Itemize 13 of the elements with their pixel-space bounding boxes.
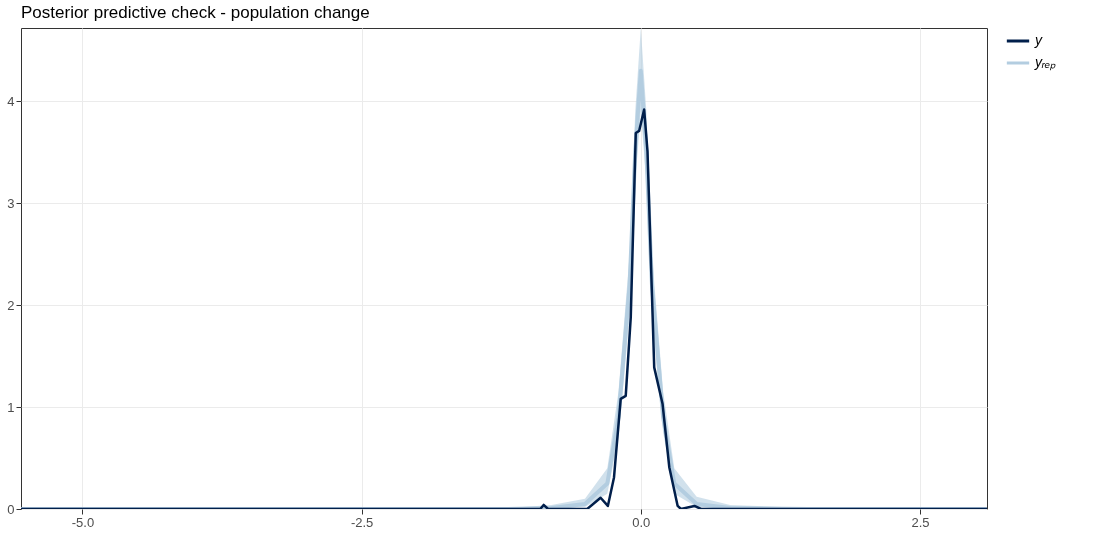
- legend-label: yᵣₑₚ: [1034, 54, 1057, 71]
- chart-title: Posterior predictive check - population change: [21, 3, 370, 22]
- legend-label: y: [1034, 32, 1043, 48]
- y-tick-label: 0: [7, 501, 15, 517]
- y-tick-label: 1: [7, 399, 15, 415]
- x-tick-label: -2.5: [350, 514, 374, 530]
- x-tick-label: 0.0: [632, 514, 651, 530]
- x-tick-label: 2.5: [911, 514, 930, 530]
- x-tick-label: -5.0: [71, 514, 95, 530]
- y-tick-label: 2: [7, 297, 15, 313]
- y-tick-label: 4: [7, 93, 15, 109]
- y-tick-label: 3: [7, 195, 15, 211]
- line-series: [21, 108, 987, 509]
